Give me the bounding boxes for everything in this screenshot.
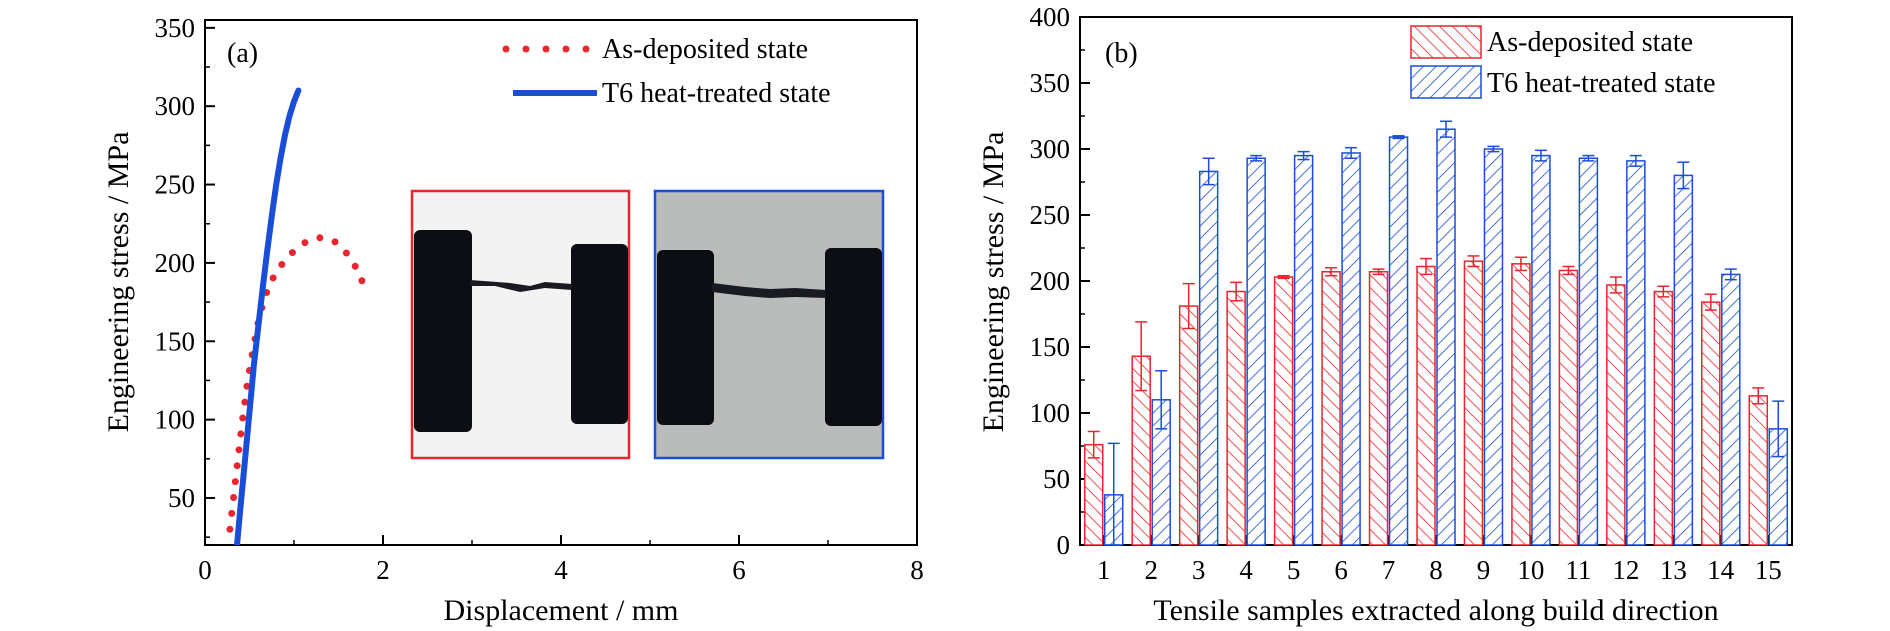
legend-blue-hatched-swatch <box>1410 65 1482 99</box>
bar-t6-heat-treated <box>1721 273 1741 546</box>
panel-b-x-tick-label: 5 <box>1287 555 1301 585</box>
panel-b-legend: As-deposited state T6 heat-treated state <box>1410 25 1716 99</box>
panel-b-y-tick-label: 50 <box>1043 464 1070 494</box>
bar-as-deposited <box>1748 395 1769 546</box>
bar-as-deposited <box>1083 443 1104 546</box>
bar-as-deposited <box>1178 305 1199 546</box>
legend-red-hatched-swatch <box>1410 25 1482 59</box>
panel-b-x-tick-label: 2 <box>1144 555 1158 585</box>
inset-t6-specimen-photo <box>653 189 885 460</box>
panel-a-x-tick-label: 4 <box>554 555 568 585</box>
panel-a-x-tick-label: 0 <box>198 555 212 585</box>
panel-b-x-tick-label: 9 <box>1477 555 1491 585</box>
panel-a-y-tick-label: 150 <box>155 326 196 356</box>
panel-b-x-axis-label: Tensile samples extracted along build di… <box>1153 594 1718 627</box>
bar-t6-heat-treated <box>1388 136 1409 546</box>
panel-a-x-tick-label: 8 <box>910 555 924 585</box>
legend-label-as-deposited-b: As-deposited state <box>1487 27 1693 58</box>
bar-as-deposited <box>1463 260 1484 546</box>
panel-a-y-tick-label: 250 <box>155 170 196 200</box>
legend-label-as-deposited-a: As-deposited state <box>602 34 808 65</box>
panel-b-label: (b) <box>1105 38 1138 69</box>
bar-as-deposited <box>1416 265 1436 546</box>
panel-b-x-tick-label: 12 <box>1612 555 1639 585</box>
panel-b-x-tick-label: 10 <box>1517 555 1544 585</box>
panel-a-y-tick-label: 100 <box>155 405 196 435</box>
panel-b-y-tick-label: 200 <box>1030 266 1071 296</box>
panel-b-x-tick-label: 3 <box>1192 555 1206 585</box>
bar-t6-heat-treated <box>1483 148 1504 546</box>
panel-b-x-tick-label: 4 <box>1239 555 1253 585</box>
bar-t6-heat-treated <box>1246 157 1266 546</box>
panel-b-y-axis-label: Engineering stress / MPa <box>977 132 1010 433</box>
panel-a-x-tick-label: 6 <box>732 555 746 585</box>
panel-b-y-tick-label: 150 <box>1030 332 1071 362</box>
bar-t6-heat-treated <box>1578 157 1599 546</box>
bar-t6-heat-treated <box>1626 160 1646 546</box>
panel-b-bars <box>1083 120 1789 546</box>
bar-as-deposited <box>1273 276 1294 546</box>
bar-as-deposited <box>1511 263 1531 546</box>
bar-as-deposited <box>1226 290 1246 546</box>
bar-as-deposited <box>1701 301 1721 546</box>
panel-b-x-tick-label: 11 <box>1565 555 1591 585</box>
bar-t6-heat-treated <box>1673 174 1694 546</box>
bar-t6-heat-treated <box>1341 152 1361 546</box>
bar-t6-heat-treated <box>1531 154 1551 546</box>
panel-b-y-tick-label: 100 <box>1030 398 1071 428</box>
bar-as-deposited <box>1606 284 1626 546</box>
panel-a-y-tick-label: 350 <box>155 13 196 43</box>
panel-b-y-tick-label: 250 <box>1030 200 1071 230</box>
panel-a-y-tick-label: 50 <box>168 483 195 513</box>
bar-as-deposited <box>1558 269 1579 546</box>
bar-t6-heat-treated <box>1436 128 1456 546</box>
panel-a-series-lines <box>226 87 371 545</box>
panel-a-ticks: 0 2 4 6 8 50 100 150 200 250 300 350 <box>155 13 924 585</box>
panel-a-y-tick-label: 300 <box>155 91 196 121</box>
bar-t6-heat-treated <box>1198 170 1219 546</box>
inset-as-deposited-specimen-photo <box>410 189 631 460</box>
panel-a-y-tick-label: 200 <box>155 248 196 278</box>
panel-b-x-tick-label: 13 <box>1660 555 1687 585</box>
panel-b-x-tick-label: 8 <box>1429 555 1443 585</box>
panel-b-y-tick-label: 0 <box>1057 530 1071 560</box>
bar-as-deposited <box>1321 271 1341 546</box>
panel-b-y-tick-label: 350 <box>1030 68 1071 98</box>
bar-as-deposited <box>1653 290 1674 546</box>
panel-b-x-tick-label: 14 <box>1707 555 1735 585</box>
panel-a-x-axis-label: Displacement / mm <box>444 594 679 627</box>
series-line-t6-heat-treated <box>234 87 302 545</box>
panel-a-x-tick-label: 2 <box>376 555 390 585</box>
panel-b-y-tick-label: 400 <box>1030 2 1071 32</box>
panel-a-label: (a) <box>227 38 258 69</box>
panel-b-x-tick-label: 7 <box>1382 555 1396 585</box>
panel-a-stress-displacement-chart: 0 2 4 6 8 50 100 150 200 250 300 350 (a) As-deposit… <box>102 13 924 627</box>
panel-a-legend: As-deposited state T6 heat-treated state <box>502 34 831 109</box>
panel-b-x-tick-label: 15 <box>1755 555 1782 585</box>
panel-b-x-tick-label: 1 <box>1097 555 1111 585</box>
panel-b-x-tick-label: 6 <box>1334 555 1348 585</box>
legend-label-t6-a: T6 heat-treated state <box>602 78 831 109</box>
bar-as-deposited <box>1368 271 1389 546</box>
bar-t6-heat-treated <box>1293 154 1314 546</box>
panel-a-y-axis-label: Engineering stress / MPa <box>102 132 135 433</box>
legend-label-t6-b: T6 heat-treated state <box>1487 68 1716 99</box>
panel-b-y-tick-label: 300 <box>1030 134 1071 164</box>
